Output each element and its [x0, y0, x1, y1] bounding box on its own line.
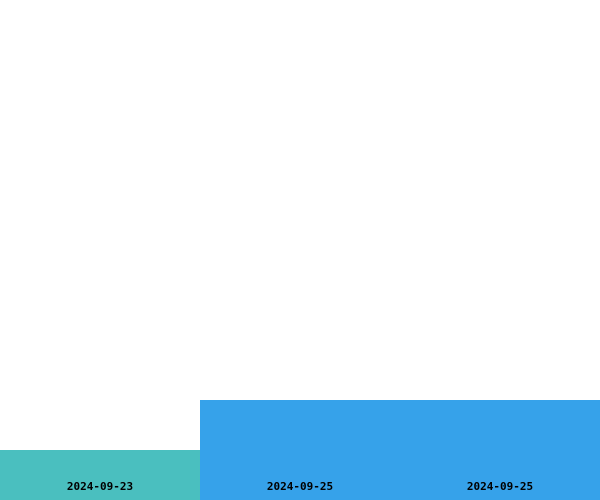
tile-date-label: 2024-09-25 [466, 480, 534, 493]
tile-date-label: 2024-09-25 [266, 480, 334, 493]
tile-block [400, 400, 600, 500]
tile-block [200, 400, 400, 500]
tile: 2024-09-23 [0, 400, 200, 500]
tile-date-label: 2024-09-23 [66, 480, 134, 493]
tile: 2024-09-25 [200, 400, 400, 500]
tile: 2024-09-25 [400, 400, 600, 500]
tile-block [0, 450, 200, 500]
